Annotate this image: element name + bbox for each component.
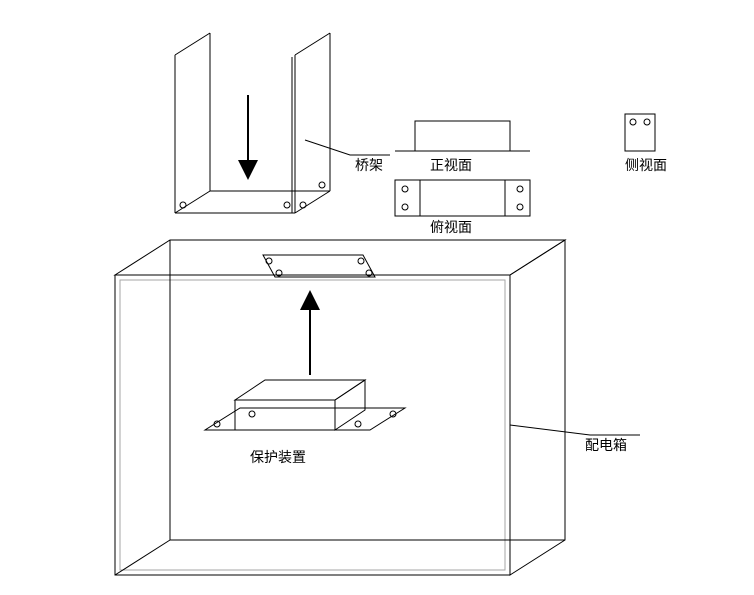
label-top-view: 俯视面 bbox=[430, 219, 472, 235]
label-distribution-box: 配电箱 bbox=[585, 437, 627, 453]
distribution-box-front bbox=[115, 275, 510, 575]
label-protection-device: 保护装置 bbox=[250, 449, 306, 465]
label-front-view: 正视面 bbox=[430, 157, 472, 173]
label-bridge: 桥架 bbox=[355, 157, 383, 173]
diagram-canvas: 桥架 正视面 侧视面俯视面配电箱保护装置 bbox=[0, 0, 754, 595]
label-side-view: 侧视面 bbox=[625, 157, 667, 173]
